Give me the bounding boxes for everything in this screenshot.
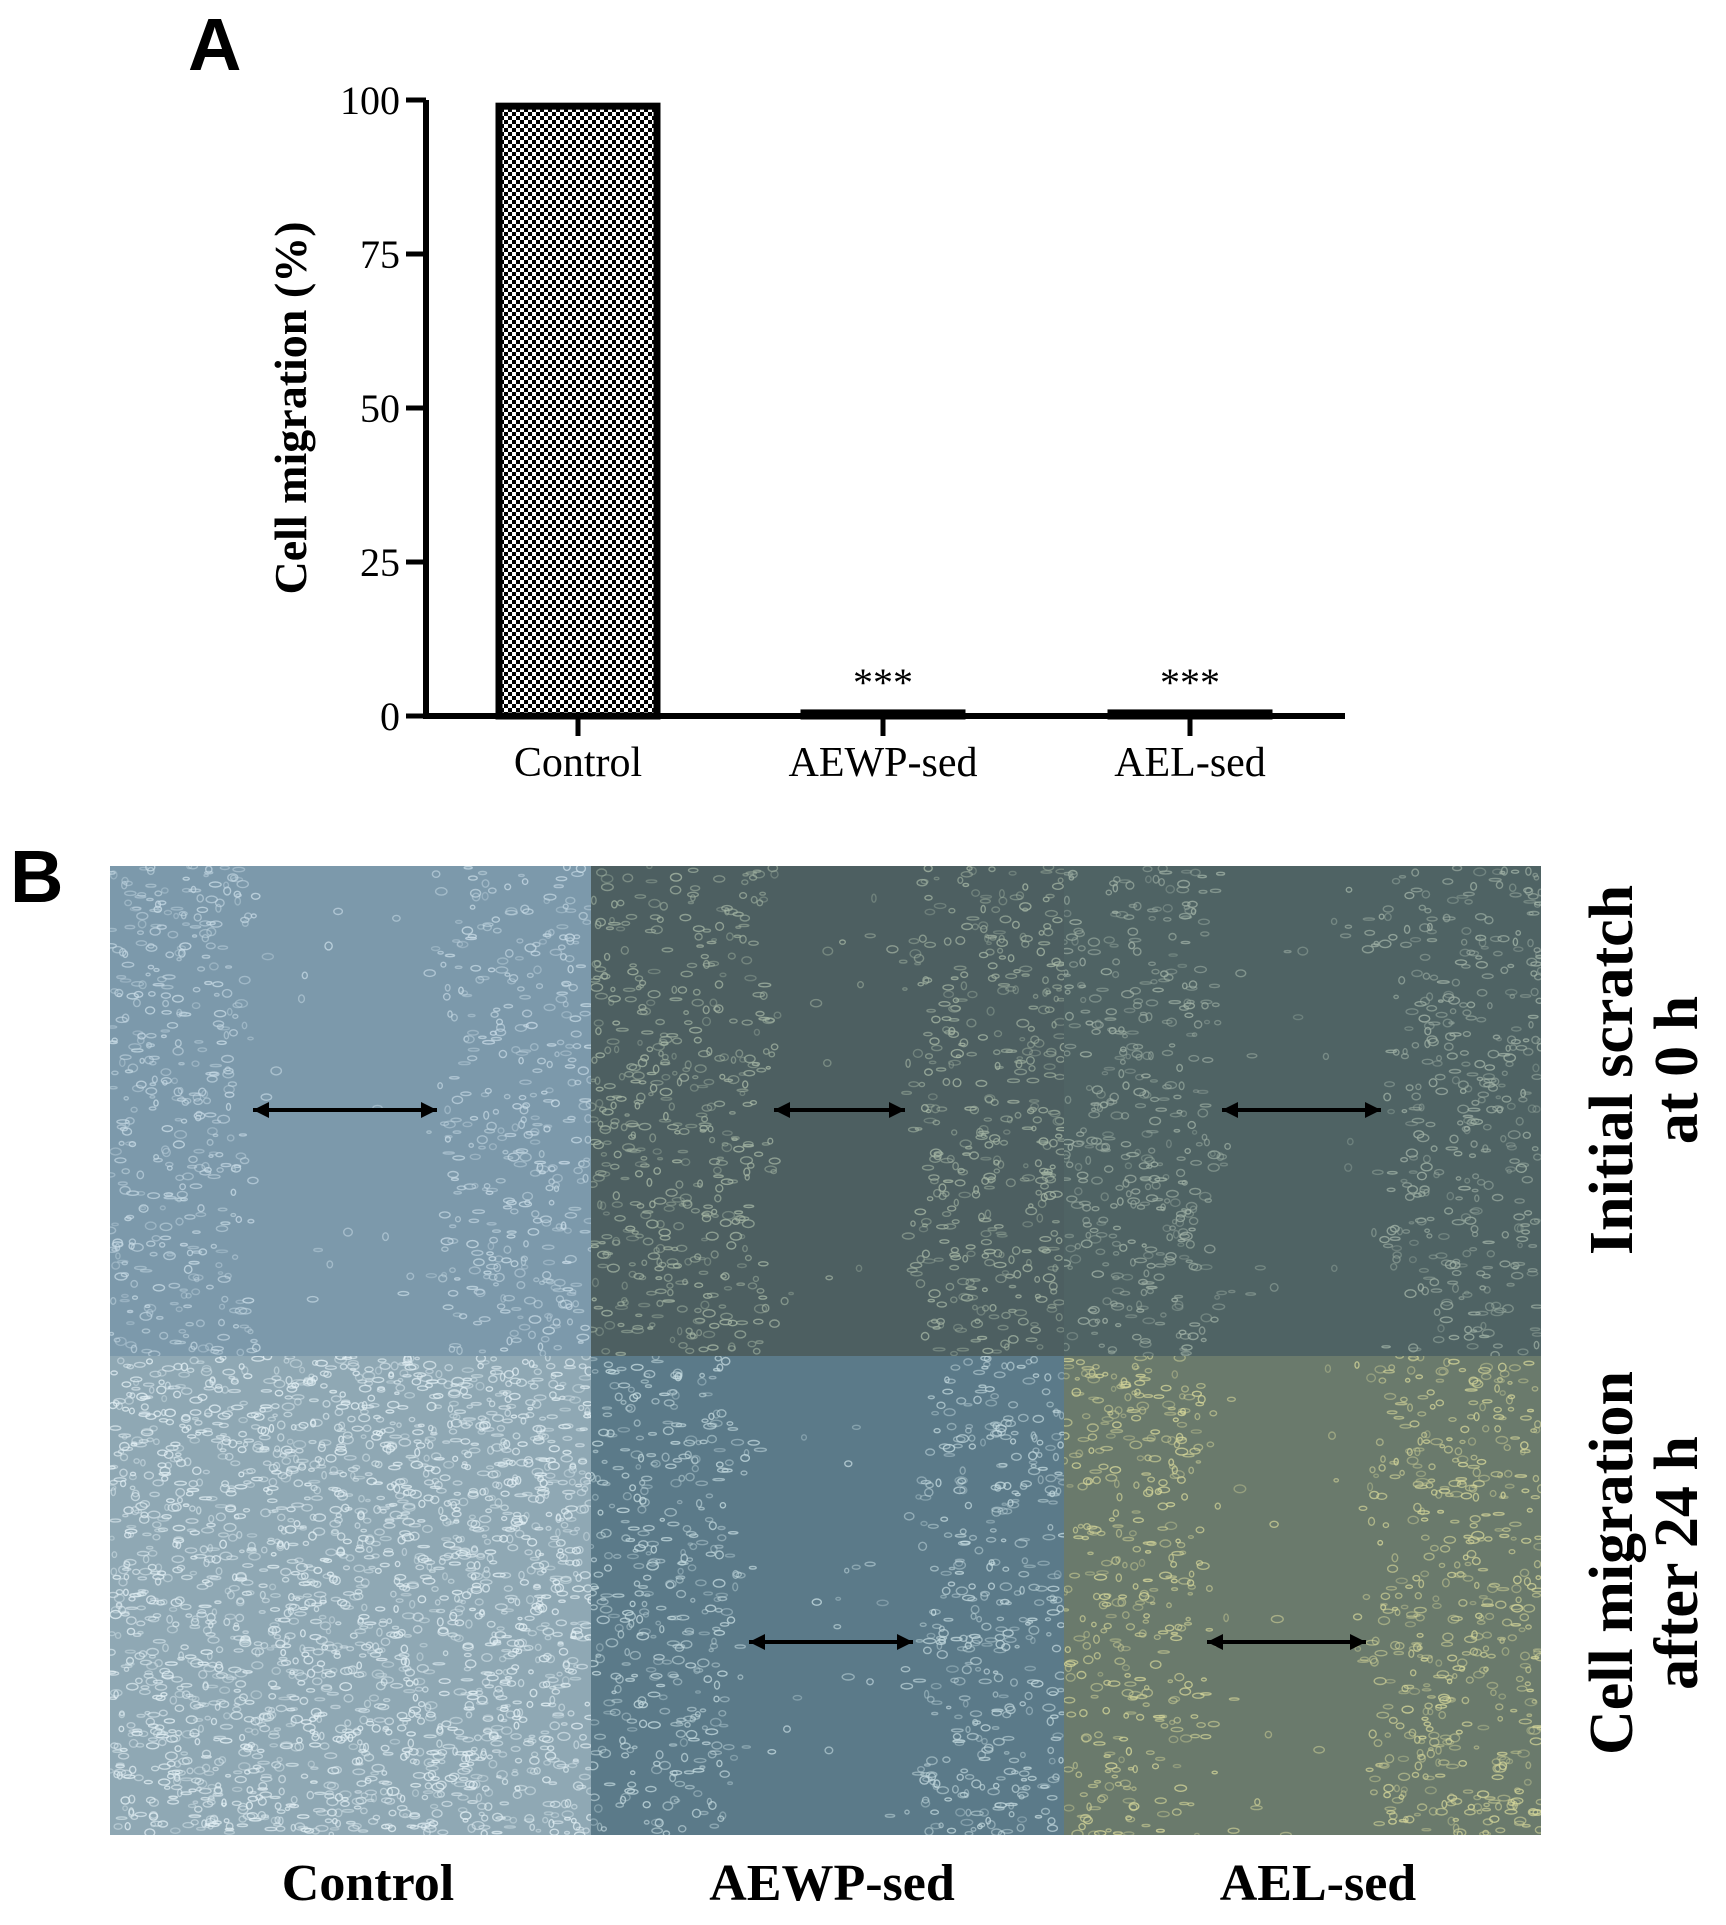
col-label-ael-sed: AEL-sed: [1219, 1855, 1417, 1912]
row-label-cell-migration: Cell migration after 24 h: [1578, 1243, 1720, 1883]
row-label-line1: Cell migration: [1578, 1371, 1646, 1755]
bar-chart: 0 25 50 75 100 Control AEWP-sed *** AEL-sed *** C…: [265, 78, 1345, 786]
micrograph-ael-sed-row1: [1064, 1356, 1541, 1835]
col-label-aewp-sed: AEWP-sed: [709, 1855, 955, 1912]
y-tick-label: 0: [380, 694, 400, 739]
micrograph-aewp-sed-row0: [591, 866, 1064, 1356]
row-label-line2: after 24 h: [1643, 1436, 1712, 1690]
y-axis-label: Cell migration (%): [265, 221, 316, 594]
x-tick-label: Control: [514, 740, 642, 786]
y-tick-label: 50: [360, 386, 400, 431]
micrograph-control-row1: [110, 1356, 591, 1835]
y-tick-label: 100: [340, 78, 400, 123]
panel-a-label: A: [188, 3, 242, 86]
significance-label: ***: [853, 660, 913, 705]
y-tick-label: 25: [360, 540, 400, 585]
significance-label: ***: [1160, 660, 1220, 705]
panel-b-label: B: [10, 835, 64, 918]
micrograph-ael-sed-row0: [1064, 866, 1541, 1356]
micrograph-aewp-sed-row1: [591, 1356, 1064, 1835]
micrograph-control-row0: [110, 866, 591, 1356]
bar: [1107, 709, 1273, 720]
bar: [800, 709, 966, 720]
y-tick-label: 75: [360, 232, 400, 277]
x-tick-label: AEWP-sed: [789, 740, 978, 786]
bar: [495, 102, 661, 720]
x-tick-label: AEL-sed: [1114, 740, 1266, 786]
col-label-control: Control: [281, 1855, 455, 1912]
